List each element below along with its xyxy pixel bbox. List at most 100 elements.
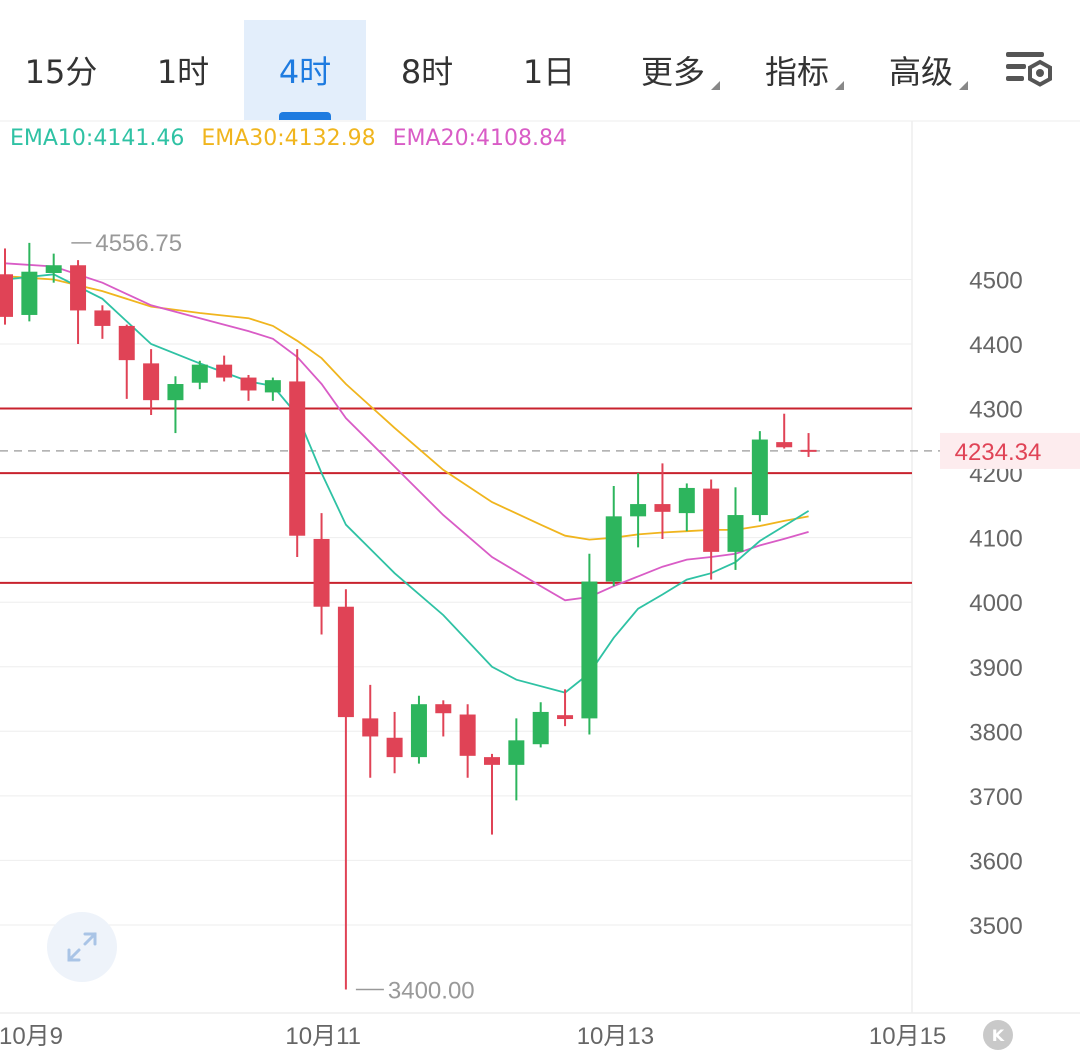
candle — [240, 374, 257, 401]
candle-body — [508, 740, 525, 765]
ema-legend: EMA10:4141.46 EMA30:4132.98 EMA20:4108.8… — [10, 126, 577, 151]
candle — [727, 487, 744, 570]
tab-advanced[interactable]: 高级 — [860, 20, 982, 120]
y-tick-label: 4100 — [969, 526, 1022, 553]
candle — [118, 324, 135, 399]
k-label: K — [991, 1025, 1005, 1045]
fullscreen-button[interactable] — [47, 912, 117, 982]
chart-settings-button[interactable] — [1000, 44, 1060, 100]
y-tick-label: 3700 — [969, 784, 1022, 811]
candle — [508, 718, 525, 801]
candle — [313, 513, 330, 635]
dropdown-caret-icon — [959, 81, 968, 90]
candle — [581, 553, 598, 735]
y-tick-label: 4000 — [969, 590, 1022, 617]
candle — [45, 253, 62, 283]
tab-label: 1日 — [522, 53, 576, 91]
x-tick-label: 10月9 — [0, 1023, 63, 1050]
candle — [70, 260, 87, 344]
candle — [459, 704, 476, 778]
candle-body — [484, 757, 500, 765]
candle-body — [776, 442, 793, 448]
expand-icon — [67, 932, 97, 962]
candle — [0, 248, 13, 325]
candle-body — [313, 538, 330, 607]
candle-body — [459, 714, 476, 756]
y-tick-label: 3900 — [969, 655, 1022, 682]
dropdown-caret-icon — [835, 81, 844, 90]
candle-body — [654, 504, 671, 512]
candle — [264, 377, 281, 401]
candle — [435, 700, 452, 737]
candle-body — [94, 310, 111, 326]
candle-body — [289, 381, 306, 536]
candle-body — [630, 504, 647, 517]
candle-body — [191, 364, 208, 383]
candle-body — [727, 515, 744, 552]
candle — [605, 486, 622, 587]
dropdown-caret-icon — [711, 81, 720, 90]
candle-body — [216, 364, 233, 378]
candle-body — [605, 516, 622, 582]
tab-label: 15分 — [24, 53, 98, 91]
candle-body — [435, 704, 452, 714]
candle — [386, 711, 403, 774]
candle — [532, 702, 549, 748]
candle-body — [800, 449, 817, 452]
candle — [678, 483, 695, 532]
tab-indicators[interactable]: 指标 — [736, 20, 858, 120]
low-label: 3400.00 — [388, 978, 475, 1005]
candle — [557, 689, 574, 727]
x-tick-label: 10月15 — [869, 1023, 946, 1050]
y-tick-label: 3500 — [969, 913, 1022, 940]
tab-more[interactable]: 更多 — [612, 20, 734, 120]
candle-body — [143, 363, 160, 401]
candle-body — [264, 380, 281, 393]
tab-label: 指标 — [764, 53, 829, 91]
tab-15min[interactable]: 15分 — [0, 20, 122, 120]
candle-body — [386, 737, 403, 758]
legend-ema30: EMA30:4132.98 — [201, 126, 376, 151]
candle — [630, 473, 647, 548]
candle — [703, 479, 720, 580]
candle-body — [21, 271, 38, 315]
candle — [167, 376, 184, 434]
k-line-button[interactable]: K — [983, 1020, 1013, 1050]
y-tick-label: 3800 — [969, 719, 1022, 746]
candle-body — [557, 715, 574, 720]
candle — [654, 463, 671, 539]
candle — [337, 589, 354, 990]
candle-body — [337, 606, 354, 718]
tab-label: 1时 — [156, 53, 210, 91]
tab-4h[interactable]: 4时 — [244, 20, 366, 120]
candle-body — [678, 487, 695, 514]
candle — [94, 305, 111, 339]
legend-ema10: EMA10:4141.46 — [10, 126, 185, 151]
candle — [21, 242, 38, 322]
timeframe-toolbar: 15分 1时 4时 8时 1日 更多 指标 高级 — [0, 0, 1080, 120]
tab-label: 4时 — [278, 53, 332, 91]
candle-body — [45, 265, 62, 273]
candle-body — [167, 384, 184, 401]
candle — [143, 349, 160, 416]
y-tick-label: 4400 — [969, 332, 1022, 359]
candle — [410, 695, 427, 764]
tab-1h[interactable]: 1时 — [122, 20, 244, 120]
candle — [800, 433, 817, 457]
x-tick-label: 10月11 — [285, 1023, 361, 1050]
y-tick-label: 3600 — [969, 848, 1022, 875]
y-tick-label: 4500 — [969, 267, 1022, 294]
legend-ema20: EMA20:4108.84 — [392, 126, 567, 151]
candle-body — [70, 265, 87, 311]
tab-1d[interactable]: 1日 — [488, 20, 610, 120]
tab-8h[interactable]: 8时 — [366, 20, 488, 120]
candle-body — [581, 581, 598, 719]
candle-body — [118, 325, 135, 361]
tab-label: 高级 — [888, 53, 953, 91]
candle — [484, 753, 500, 835]
candle — [751, 431, 768, 522]
candle — [289, 349, 306, 558]
candle-body — [410, 704, 427, 758]
candle-body — [532, 711, 549, 745]
